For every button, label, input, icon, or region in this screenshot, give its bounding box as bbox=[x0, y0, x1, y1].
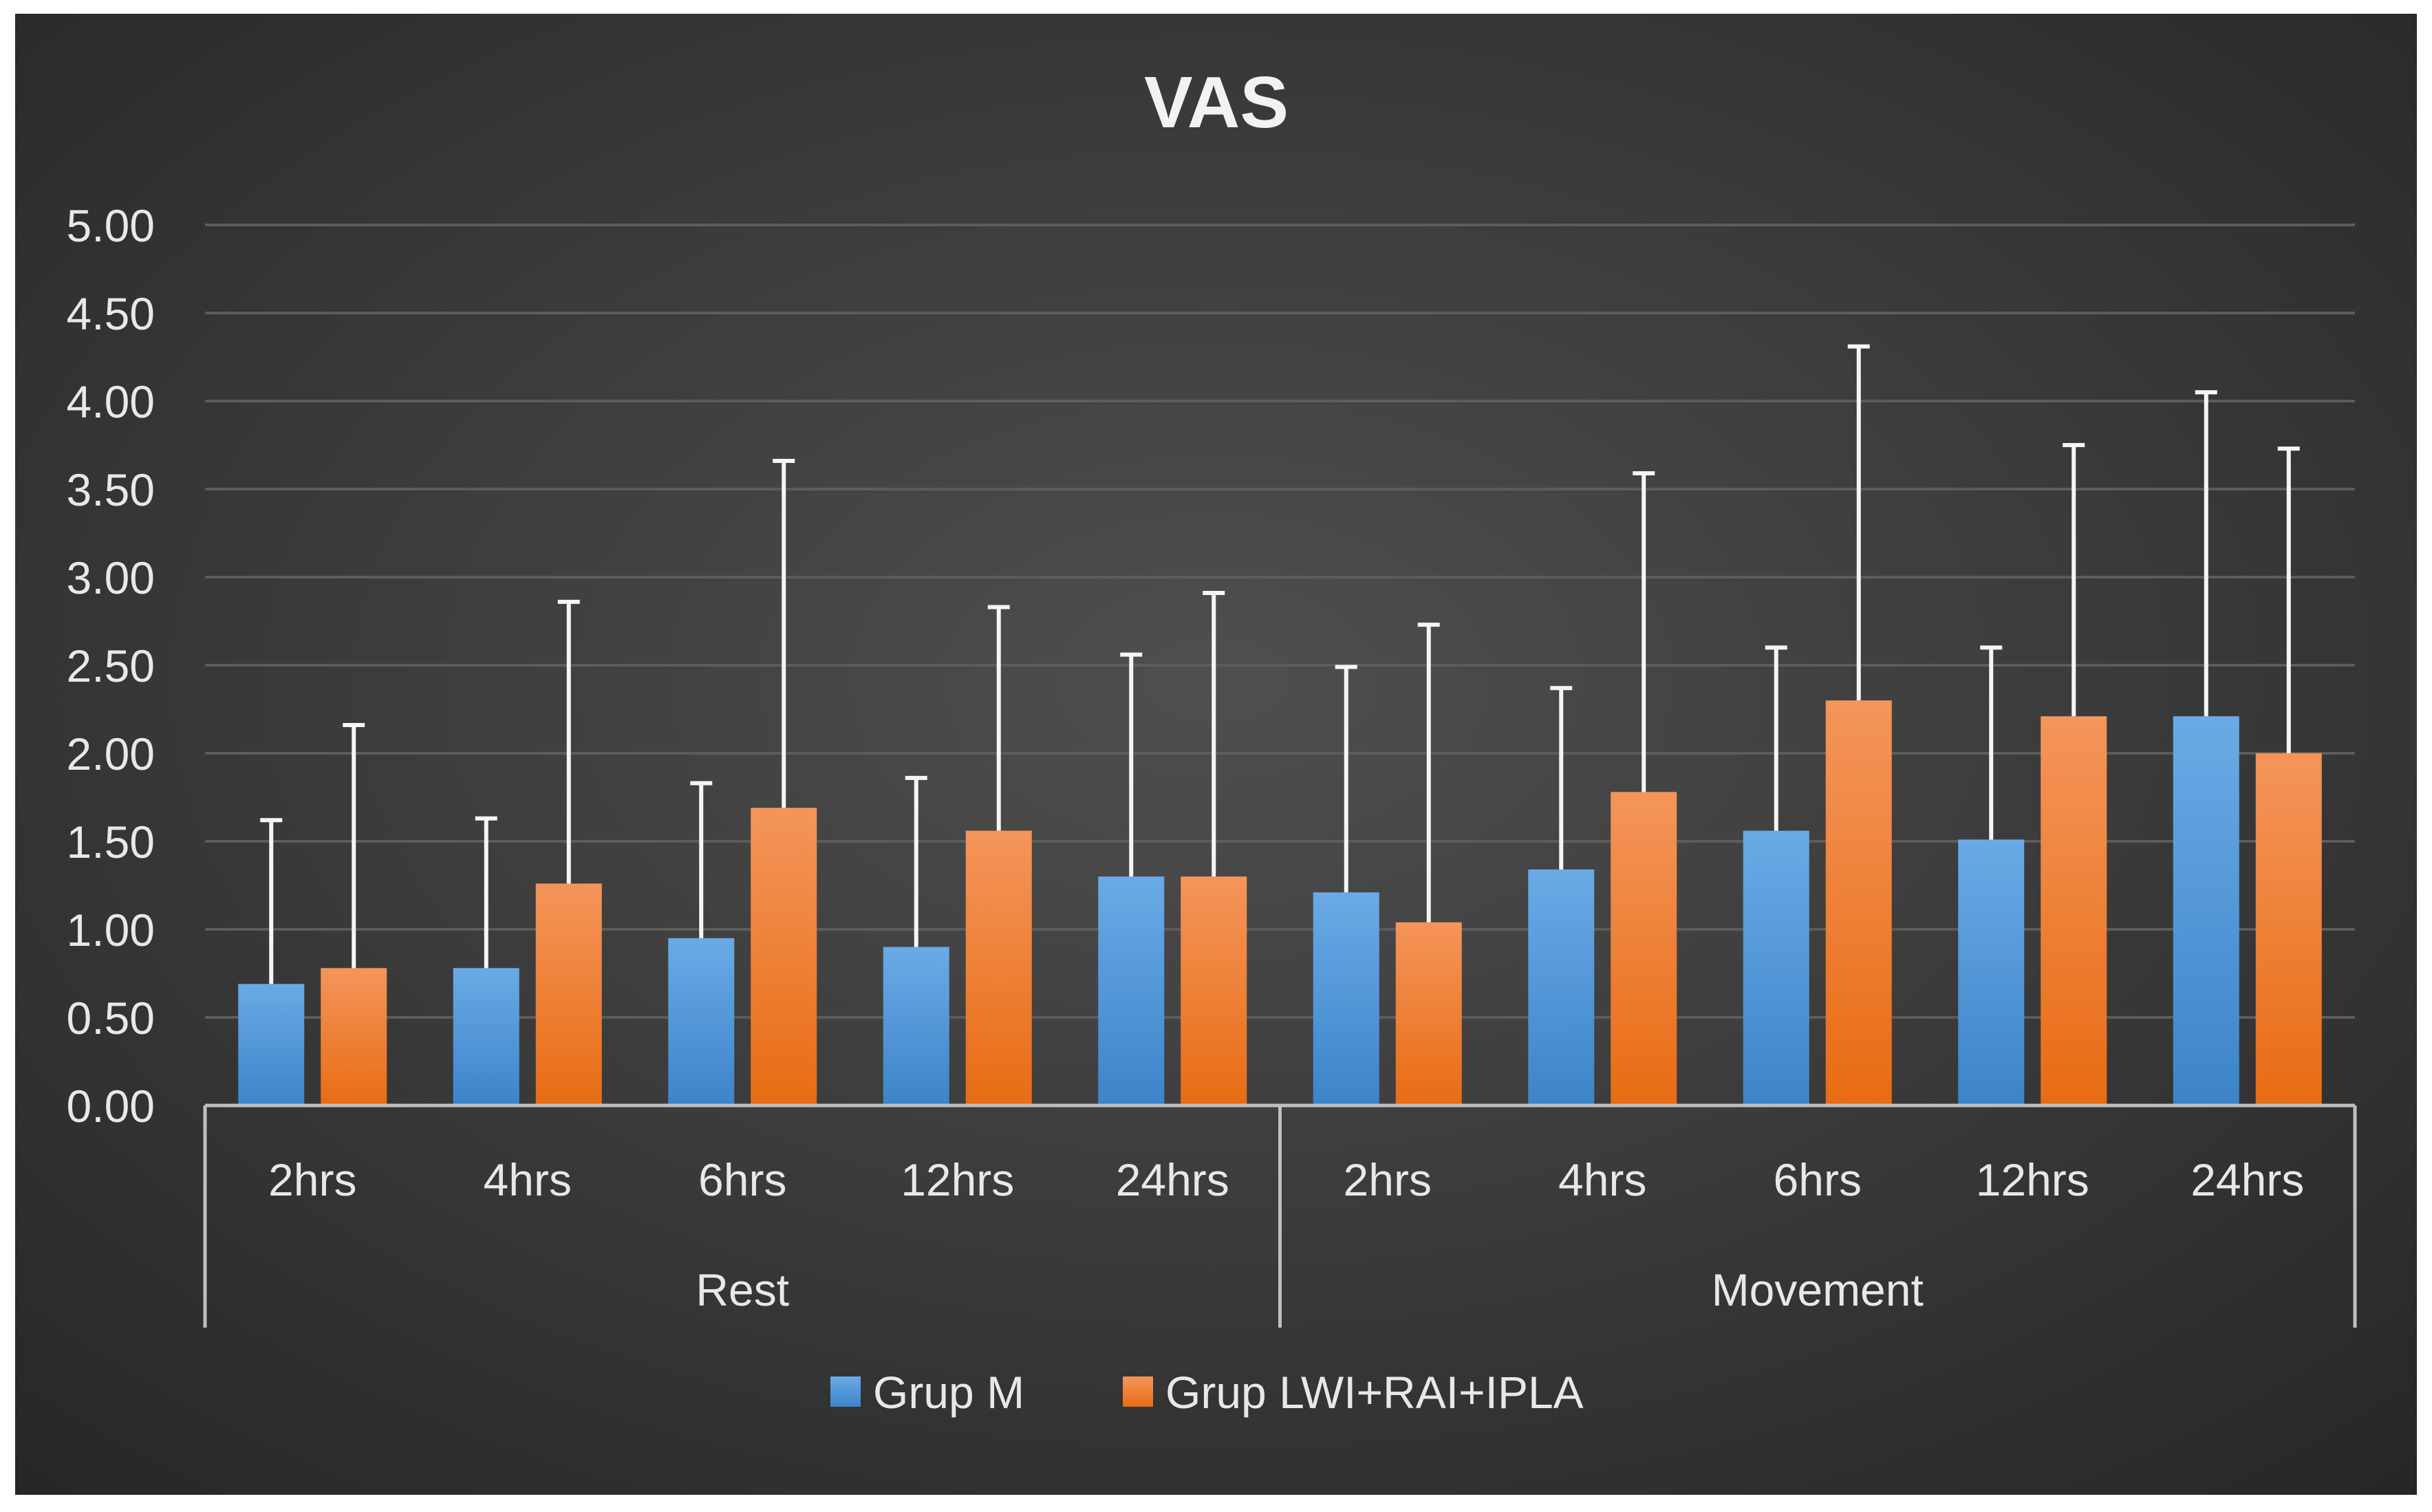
y-tick-label: 3.00 bbox=[67, 552, 155, 603]
y-tick-label: 5.00 bbox=[67, 200, 155, 251]
x-group-label: Rest bbox=[696, 1264, 789, 1315]
bar bbox=[453, 968, 519, 1105]
bar bbox=[1395, 922, 1462, 1105]
y-tick-label: 1.50 bbox=[67, 817, 155, 867]
legend-swatch bbox=[830, 1376, 861, 1407]
bar bbox=[1825, 700, 1892, 1105]
bar bbox=[2255, 753, 2322, 1105]
bar bbox=[238, 984, 305, 1105]
x-tick-label: 24hrs bbox=[2191, 1154, 2304, 1205]
bar bbox=[668, 938, 735, 1105]
y-tick-label: 4.50 bbox=[67, 288, 155, 339]
legend-swatch bbox=[1123, 1376, 1153, 1407]
bar bbox=[1098, 876, 1165, 1105]
bar bbox=[751, 808, 817, 1105]
legend-label: Grup M bbox=[873, 1367, 1024, 1418]
x-tick-label: 24hrs bbox=[1116, 1154, 1229, 1205]
y-tick-label: 0.50 bbox=[67, 993, 155, 1044]
bar bbox=[1528, 869, 1595, 1105]
bar bbox=[1958, 839, 2025, 1105]
y-tick-label: 0.00 bbox=[67, 1081, 155, 1132]
bar bbox=[883, 947, 949, 1105]
x-tick-label: 4hrs bbox=[1558, 1154, 1646, 1205]
x-tick-label: 12hrs bbox=[901, 1154, 1014, 1205]
y-tick-label: 2.50 bbox=[67, 640, 155, 691]
x-tick-label: 4hrs bbox=[484, 1154, 572, 1205]
y-tick-label: 3.50 bbox=[67, 464, 155, 515]
x-tick-label: 2hrs bbox=[268, 1154, 356, 1205]
bar bbox=[1743, 830, 1809, 1105]
x-tick-label: 6hrs bbox=[698, 1154, 786, 1205]
legend-label: Grup LWI+RAI+IPLA bbox=[1165, 1367, 1584, 1418]
y-tick-label: 4.00 bbox=[67, 376, 155, 427]
x-group-label: Movement bbox=[1712, 1264, 1924, 1315]
chart-title: VAS bbox=[1144, 62, 1289, 143]
y-tick-label: 1.00 bbox=[67, 905, 155, 955]
x-tick-label: 12hrs bbox=[1976, 1154, 2089, 1205]
bar bbox=[965, 830, 1032, 1105]
x-tick-label: 2hrs bbox=[1344, 1154, 1432, 1205]
bar bbox=[321, 968, 387, 1105]
y-tick-label: 2.00 bbox=[67, 728, 155, 779]
bar bbox=[535, 883, 602, 1105]
x-tick-label: 6hrs bbox=[1774, 1154, 1862, 1205]
bar bbox=[1313, 892, 1379, 1105]
bar bbox=[1611, 792, 1677, 1105]
bar bbox=[2173, 716, 2239, 1105]
bar bbox=[2041, 716, 2107, 1105]
bar bbox=[1181, 876, 1247, 1105]
